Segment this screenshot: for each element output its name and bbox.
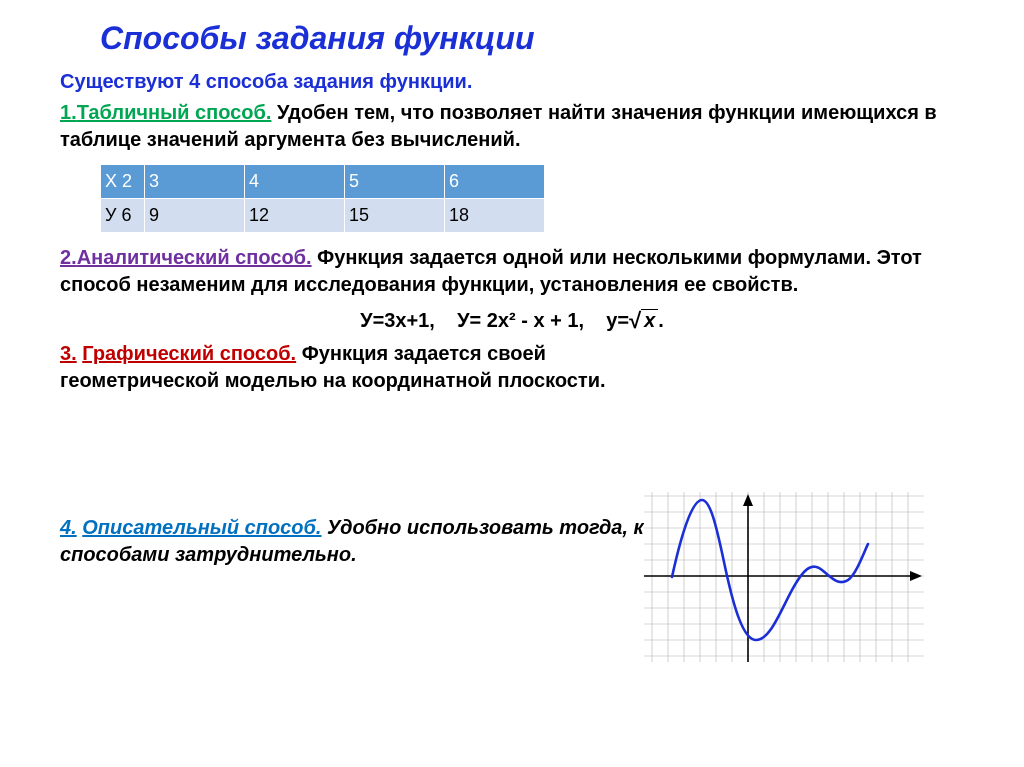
section-2-num: 2. — [60, 247, 77, 269]
section-4-label: Описательный способ. — [82, 517, 321, 539]
section-1-head: 1.Табличный способ. — [60, 102, 277, 124]
table-cell: 3 — [145, 165, 245, 199]
page-title: Способы задания функции — [60, 20, 964, 57]
function-graph — [644, 492, 924, 667]
formula-2: У= 2х² - х + 1, — [457, 310, 584, 332]
section-1: 1.Табличный способ. Удобен тем, что позв… — [60, 100, 964, 154]
formula-3: у=√х. — [606, 310, 664, 332]
table-cell: 15 — [345, 199, 445, 233]
table-x-label: X 2 — [101, 165, 145, 199]
formula-1: У=3х+1, — [360, 310, 435, 332]
section-2-head: 2.Аналитический способ. — [60, 247, 317, 269]
section-2: 2.Аналитический способ. Функция задается… — [60, 245, 964, 299]
table-cell: 12 — [245, 199, 345, 233]
section-3-num: 3. — [60, 343, 77, 365]
section-4-head: 4. Описательный способ. — [60, 517, 327, 539]
section-3-label: Графический способ. — [82, 343, 296, 365]
table-y-label: У 6 — [101, 199, 145, 233]
section-2-label: Аналитический способ. — [77, 247, 312, 269]
graph-svg — [644, 492, 924, 662]
table-header-row: X 2 3 4 5 6 — [101, 165, 545, 199]
section-1-num: 1. — [60, 102, 77, 124]
value-table: X 2 3 4 5 6 У 6 9 12 15 18 — [100, 164, 545, 233]
section-1-label: Табличный способ. — [77, 102, 272, 124]
section-4-num: 4. — [60, 517, 77, 539]
subtitle: Существуют 4 способа задания функции. — [60, 71, 964, 94]
section-3-head: 3. Графический способ. — [60, 343, 302, 365]
table-cell: 9 — [145, 199, 245, 233]
table-cell: 6 — [445, 165, 545, 199]
table-value-row: У 6 9 12 15 18 — [101, 199, 545, 233]
table-cell: 18 — [445, 199, 545, 233]
table-cell: 4 — [245, 165, 345, 199]
formulas: У=3х+1, У= 2х² - х + 1, у=√х. — [60, 307, 964, 333]
section-3: 3. Графический способ. Функция задается … — [60, 341, 640, 395]
table-cell: 5 — [345, 165, 445, 199]
